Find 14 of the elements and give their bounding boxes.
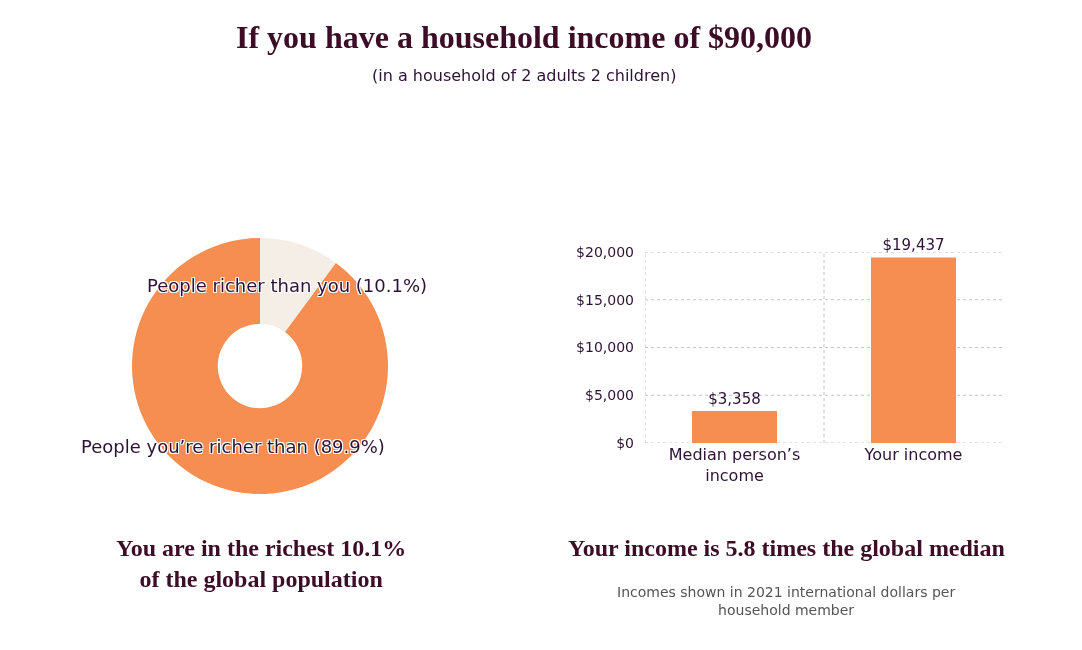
text: Incomes shown in 2021 international dollars per household member <box>617 584 956 619</box>
y-tick-label: $0 <box>616 434 634 451</box>
text: Your income is 5.8 times the global median <box>568 535 1005 561</box>
y-tick-label: $15,000 <box>576 291 634 308</box>
x-tick-label: Your income <box>863 445 963 464</box>
y-tick-label: $10,000 <box>576 339 634 356</box>
y-tick-label: $5,000 <box>585 387 634 404</box>
text: You are in the richest 10.1% of the global population <box>116 535 407 593</box>
y-tick-label: $20,000 <box>576 243 634 260</box>
data-label: $3,358 <box>708 389 761 408</box>
text: If you have a household income of $90,000 <box>236 19 813 55</box>
text: (in a household of 2 adults 2 children) <box>372 66 677 85</box>
data-label: $19,437 <box>882 236 945 255</box>
x-tick-label: Median person’s income <box>668 445 801 485</box>
